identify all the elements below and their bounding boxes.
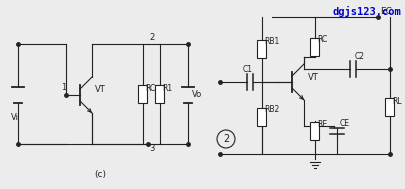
Text: C2: C2: [354, 52, 364, 61]
Text: CE: CE: [339, 119, 349, 128]
Text: RB2: RB2: [263, 105, 279, 114]
Text: RC: RC: [316, 35, 326, 44]
Text: 3: 3: [149, 144, 154, 153]
Bar: [257, 108, 266, 126]
Bar: [138, 85, 147, 103]
Bar: [155, 85, 164, 103]
Text: 2: 2: [149, 33, 154, 42]
Text: Vi: Vi: [11, 113, 19, 122]
Bar: [385, 98, 394, 116]
Text: RB1: RB1: [263, 37, 279, 46]
Bar: [257, 40, 266, 58]
Text: C1: C1: [243, 65, 252, 74]
Text: (c): (c): [94, 170, 106, 179]
Bar: [310, 38, 319, 56]
Bar: [310, 122, 319, 140]
Text: RL: RL: [391, 97, 401, 106]
Text: 1: 1: [61, 83, 66, 92]
Text: RC: RC: [145, 84, 155, 93]
Text: VT: VT: [307, 74, 318, 83]
Text: R1: R1: [162, 84, 172, 93]
Text: Vo: Vo: [192, 91, 202, 99]
Text: dgjs123.com: dgjs123.com: [331, 6, 400, 17]
Text: EC: EC: [379, 7, 391, 16]
Text: VT: VT: [95, 85, 105, 94]
Text: 2: 2: [222, 134, 228, 144]
Circle shape: [216, 130, 234, 148]
Text: RE: RE: [316, 120, 326, 129]
